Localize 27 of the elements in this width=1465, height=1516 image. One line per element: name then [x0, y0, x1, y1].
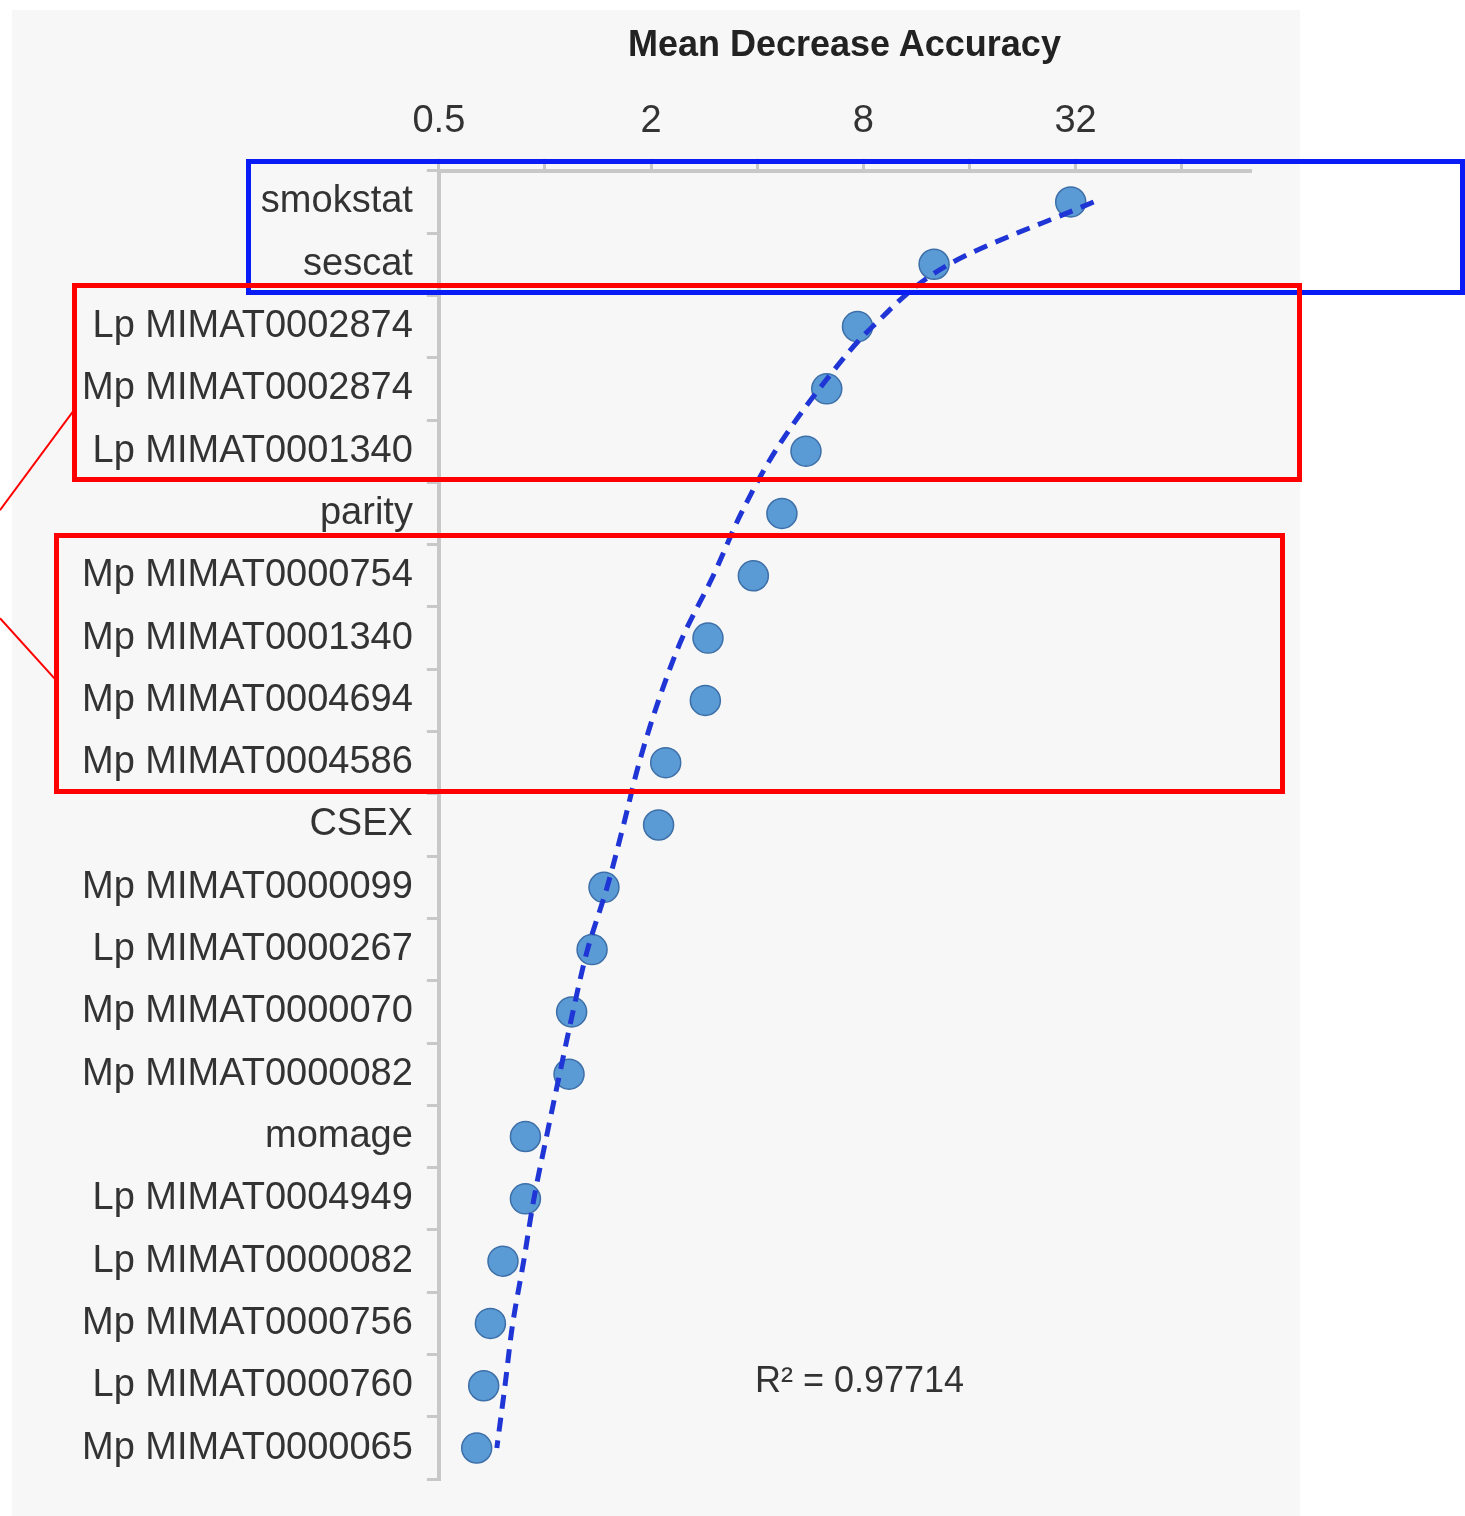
x-tick-label: 8	[852, 98, 874, 141]
y-tick-label: Lp MIMAT0001340	[92, 427, 413, 470]
annotation: R² = 0.97714	[755, 1358, 965, 1400]
y-tick-label: Mp MIMAT0000756	[82, 1299, 413, 1342]
y-tick-label: Mp MIMAT0000082	[82, 1050, 413, 1093]
y-tick-label: Lp MIMAT0000082	[92, 1237, 413, 1280]
y-tick-label: Mp MIMAT0000754	[82, 552, 413, 595]
x-tick-label: 2	[640, 98, 662, 141]
y-tick-label: Mp MIMAT0002874	[82, 365, 413, 408]
x-tick-label: 0.5	[412, 98, 466, 141]
y-tick-label: sescat	[303, 240, 414, 283]
y-tick-label: Mp MIMAT0004694	[82, 676, 413, 719]
y-tick-label: Mp MIMAT0004586	[82, 739, 413, 782]
y-tick-label: momage	[265, 1113, 413, 1156]
y-tick-label: smokstat	[260, 178, 414, 221]
y-tick-label: CSEX	[309, 801, 413, 844]
y-tick-label: Mp MIMAT0000065	[82, 1424, 413, 1467]
x-tick-label: 32	[1054, 98, 1097, 141]
y-tick-label: Lp MIMAT0000267	[92, 926, 413, 969]
y-tick-label: Mp MIMAT0000099	[82, 863, 413, 906]
x-axis-title: Mean Decrease Accuracy	[627, 22, 1061, 64]
y-tick-label: Mp MIMAT0001340	[82, 614, 413, 657]
y-tick-label: Lp MIMAT0004949	[92, 1175, 413, 1218]
y-tick-label: Lp MIMAT0002874	[92, 303, 413, 346]
y-tick-label: parity	[319, 489, 413, 532]
y-tick-label: Mp MIMAT0000070	[82, 988, 413, 1031]
y-tick-label: Lp MIMAT0000760	[92, 1362, 413, 1405]
